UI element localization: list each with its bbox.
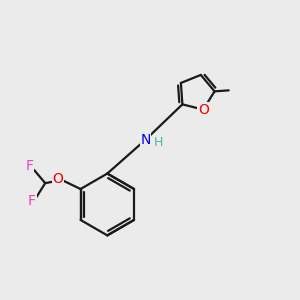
Text: H: H	[153, 136, 163, 148]
Text: F: F	[26, 159, 34, 173]
Text: N: N	[140, 133, 151, 147]
Text: O: O	[53, 172, 64, 186]
Text: F: F	[28, 194, 36, 208]
Text: O: O	[198, 103, 208, 117]
